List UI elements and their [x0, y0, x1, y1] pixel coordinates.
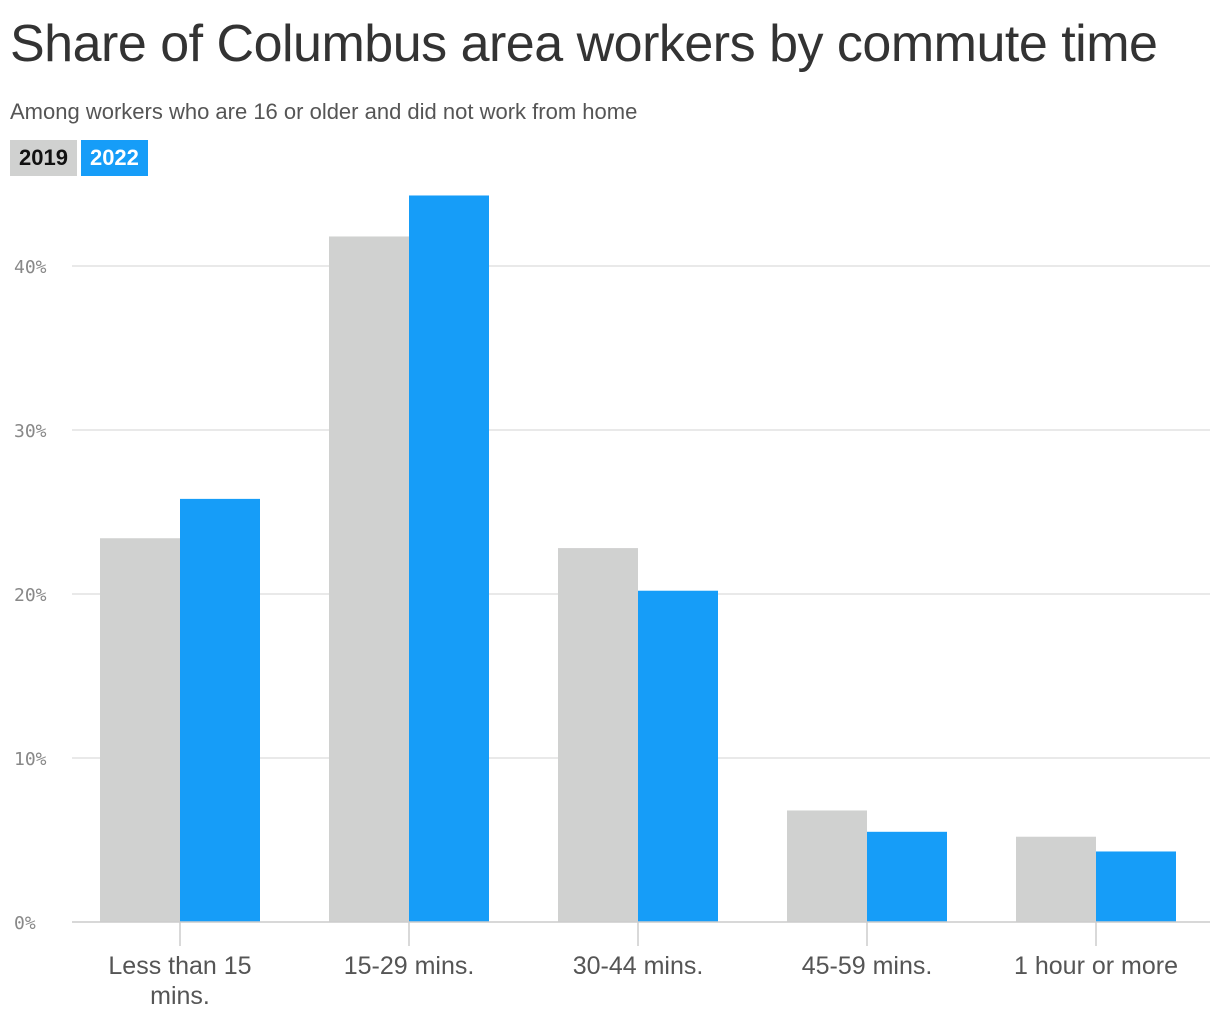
- bar-2019-1: [329, 236, 409, 923]
- bar-2019-3: [787, 810, 867, 922]
- y-tick-label: 30%: [14, 421, 47, 442]
- bar-2019-4: [1016, 836, 1096, 922]
- bar-2019-0: [100, 538, 180, 922]
- x-category-label: 1 hour or more: [1014, 952, 1178, 980]
- bar-2019-2: [558, 548, 638, 922]
- bar-2022-2: [638, 590, 718, 922]
- x-category-label: Less than 15 mins.: [108, 952, 251, 1010]
- bar-2022-0: [180, 498, 260, 922]
- x-category-label: 30-44 mins.: [573, 952, 704, 980]
- legend: 2019 2022: [10, 140, 148, 176]
- y-tick-label: 20%: [14, 585, 47, 606]
- chart-subtitle: Among workers who are 16 or older and di…: [10, 99, 638, 124]
- bar-2022-4: [1096, 851, 1176, 922]
- chart-title: Share of Columbus area workers by commut…: [10, 15, 1158, 73]
- legend-item-2019: 2019: [10, 140, 77, 176]
- x-category-label: 15-29 mins.: [344, 952, 475, 980]
- x-category-label: 45-59 mins.: [802, 952, 933, 980]
- y-tick-label: 10%: [14, 749, 47, 770]
- y-tick-label: 40%: [14, 257, 47, 278]
- y-tick-label: 0%: [14, 913, 36, 934]
- bar-2022-1: [409, 195, 489, 923]
- legend-item-2022: 2022: [80, 140, 148, 176]
- bar-2022-3: [867, 831, 947, 922]
